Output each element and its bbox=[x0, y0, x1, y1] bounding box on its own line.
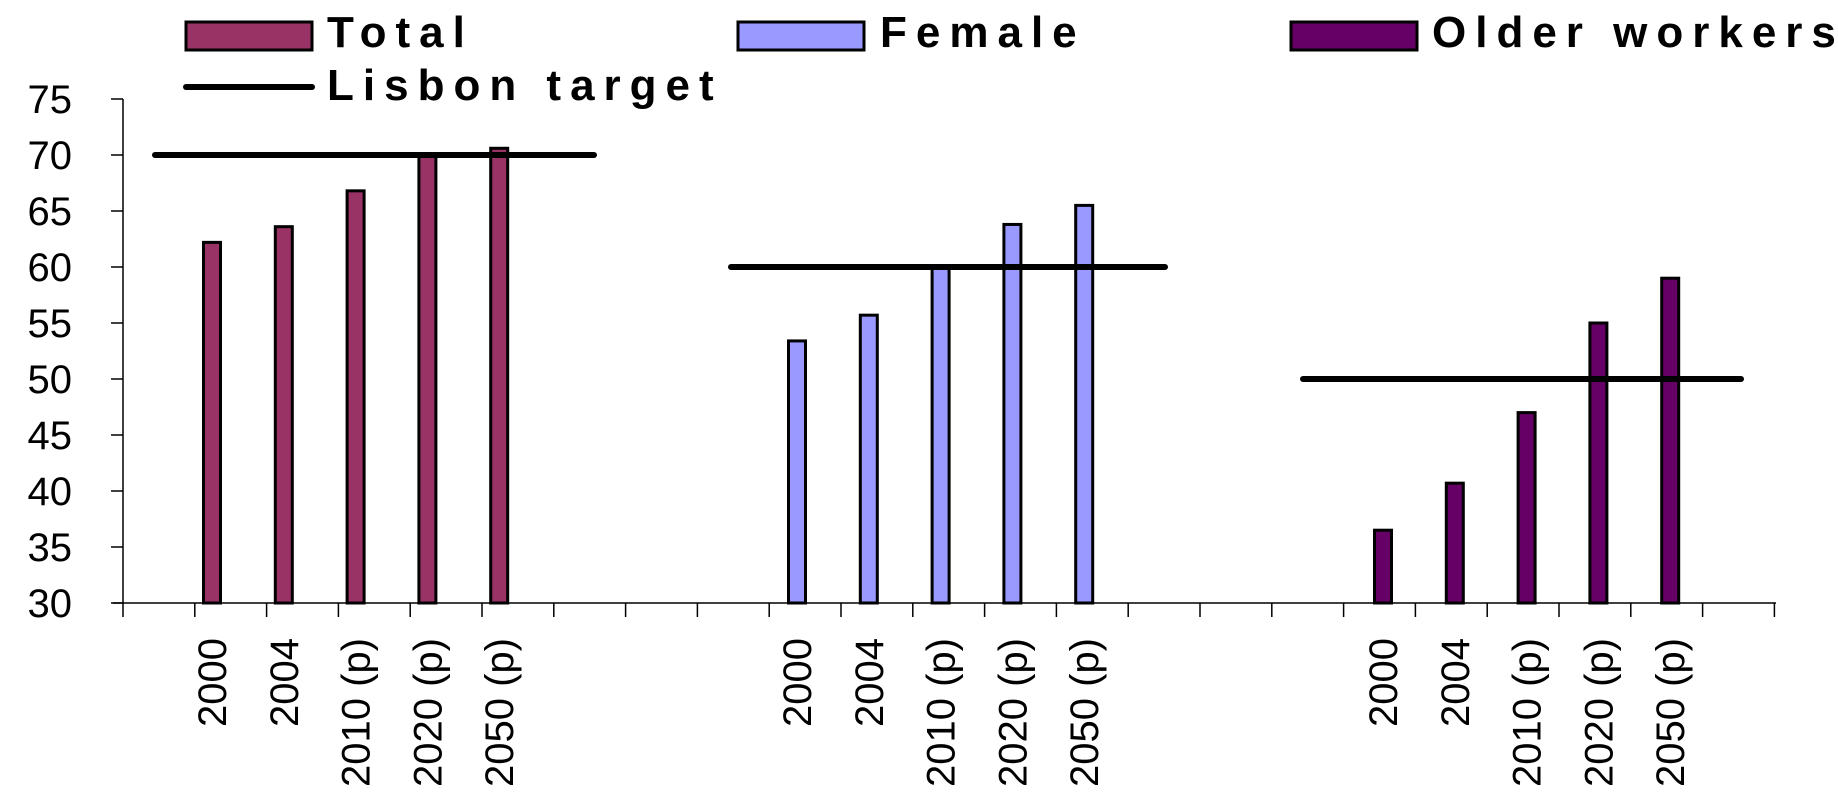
x-tick-label: 2020 (p) bbox=[1577, 638, 1621, 787]
x-tick-label: 2020 (p) bbox=[406, 638, 450, 787]
bar-total-2000 bbox=[202, 240, 222, 605]
y-tick-label: 55 bbox=[28, 302, 73, 346]
y-tick-label: 40 bbox=[28, 470, 73, 514]
x-tick-label: 2000 bbox=[776, 638, 820, 727]
legend-label-older-workers: Older workers bbox=[1432, 8, 1838, 57]
bar-total-2004 bbox=[273, 225, 294, 605]
bar-female-2020-p bbox=[1002, 222, 1023, 605]
axes: 30 35 40 45 50 55 60 65 70 75 bbox=[28, 78, 1776, 626]
legend-swatch-older-workers bbox=[1289, 20, 1419, 52]
x-tick-label: 2050 (p) bbox=[478, 638, 522, 787]
y-tick-label: 70 bbox=[28, 134, 73, 178]
y-tick-label: 65 bbox=[28, 190, 73, 234]
bar-older-workers-2000 bbox=[1373, 528, 1393, 605]
legend-label-lisbon-target: Lisbon target bbox=[327, 61, 723, 110]
bar-female-2000 bbox=[787, 339, 807, 605]
x-tick-label: 2010 (p) bbox=[1506, 638, 1550, 787]
legend-swatch-total bbox=[184, 20, 314, 52]
x-tick-label: 2050 (p) bbox=[1649, 638, 1693, 787]
x-tick-label: 2000 bbox=[191, 638, 235, 727]
x-tick-label: 2010 (p) bbox=[920, 638, 964, 787]
x-tick-label: 2020 (p) bbox=[991, 638, 1035, 787]
lisbon-target-lines bbox=[152, 152, 1744, 382]
bar-older-workers-2010-p bbox=[1516, 411, 1537, 605]
legend: Total Female Older workers Lisbon target bbox=[183, 8, 1838, 110]
x-tick-label: 2004 bbox=[263, 638, 307, 727]
bar-total-2010-p bbox=[345, 189, 366, 605]
y-tick-label: 35 bbox=[28, 526, 73, 570]
y-tick-label: 75 bbox=[28, 78, 73, 122]
bar-female-2004 bbox=[858, 313, 879, 605]
x-tick-label: 2004 bbox=[1434, 638, 1478, 727]
legend-label-total: Total bbox=[327, 8, 474, 57]
legend-swatch-female bbox=[736, 20, 866, 52]
x-tick-label: 2010 (p) bbox=[335, 638, 379, 787]
x-tick-label: 2000 bbox=[1362, 638, 1406, 727]
bar-older-workers-2020-p bbox=[1588, 321, 1609, 605]
bars bbox=[202, 146, 1681, 605]
bar-female-2010-p bbox=[930, 265, 951, 605]
bar-female-2050-p bbox=[1074, 203, 1095, 605]
y-tick-label: 50 bbox=[28, 358, 73, 402]
x-tick-label: 2004 bbox=[848, 638, 892, 727]
x-tick-label: 2050 (p) bbox=[1063, 638, 1107, 787]
bar-total-2050-p bbox=[489, 146, 510, 605]
bar-older-workers-2004 bbox=[1444, 481, 1465, 605]
legend-label-female: Female bbox=[880, 8, 1086, 57]
x-tick-labels: 2000 2004 2010 (p) 2020 (p) 2050 (p) 2000 2004… bbox=[191, 638, 1693, 787]
bar-older-workers-2050-p bbox=[1660, 276, 1681, 605]
y-tick-label: 30 bbox=[28, 582, 73, 626]
y-tick-label: 45 bbox=[28, 414, 73, 458]
y-tick-label: 60 bbox=[28, 246, 73, 290]
bar-total-2020-p bbox=[417, 153, 438, 605]
